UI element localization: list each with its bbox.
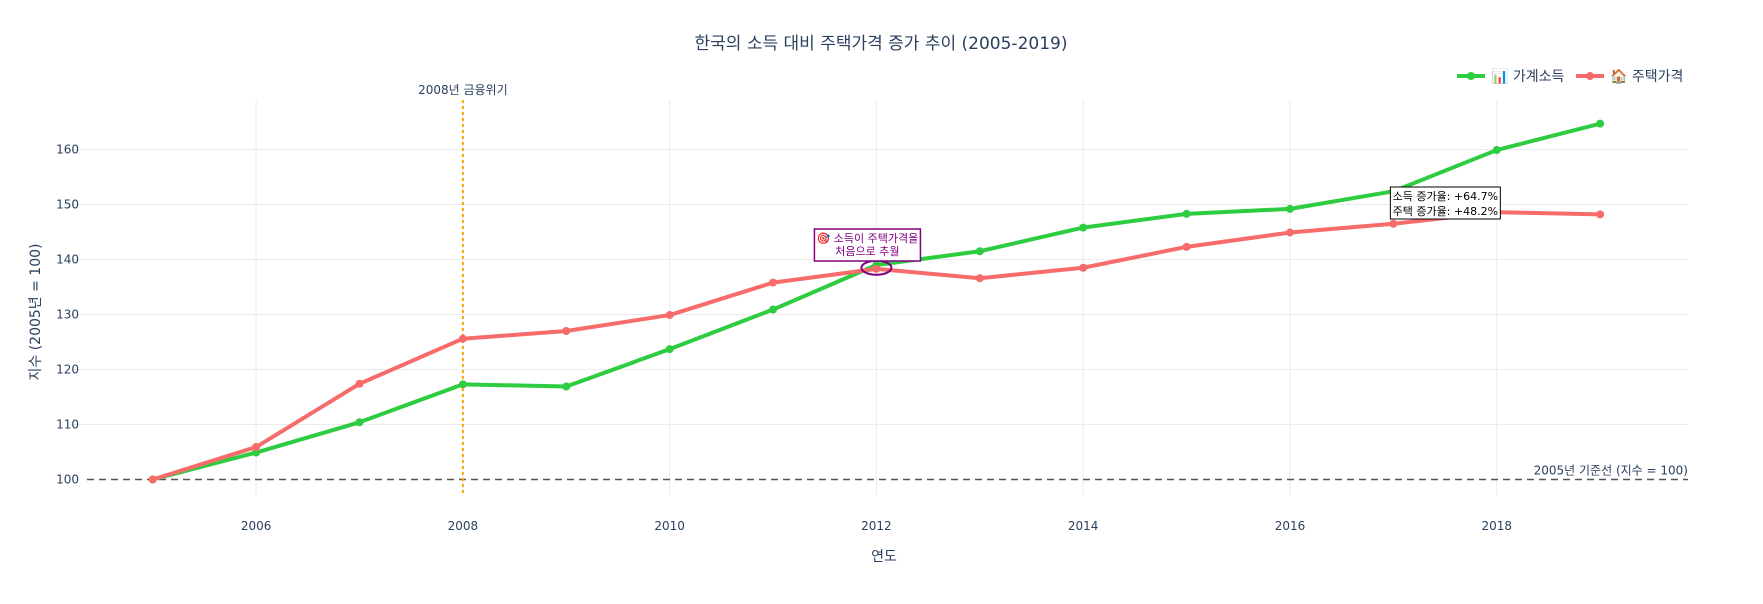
data-point[interactable] [1079, 223, 1088, 232]
y-tick-label: 150 [56, 198, 79, 212]
y-tick-label: 160 [56, 143, 79, 157]
crossover-annotation-box [813, 228, 922, 262]
data-point[interactable] [975, 274, 984, 283]
data-point[interactable] [769, 278, 778, 287]
data-point[interactable] [252, 448, 261, 457]
crossover-annotation-line: 처음으로 추월 [835, 245, 899, 258]
data-point[interactable] [1182, 242, 1191, 251]
growth-annotation-box [1389, 186, 1501, 220]
legend-swatch-marker [1467, 72, 1475, 80]
data-point[interactable] [1182, 209, 1191, 218]
legend-item-0[interactable]: 📊 가계소득 [1457, 68, 1565, 85]
x-tick-label: 2016 [1275, 519, 1306, 533]
crisis-label: 2008년 금융위기 [418, 83, 508, 97]
x-tick-label: 2006 [241, 519, 272, 533]
legend-label: 📊 가계소득 [1491, 68, 1565, 85]
x-tick-label: 2012 [861, 519, 892, 533]
data-point[interactable] [458, 334, 467, 343]
y-tick-label: 100 [56, 473, 79, 487]
data-point[interactable] [1596, 119, 1605, 128]
data-point[interactable] [562, 327, 571, 335]
series-layer [148, 119, 1605, 484]
legend[interactable]: 📊 가계소득 🏠 주택가격 [1457, 68, 1683, 85]
y-tick-label: 120 [56, 363, 79, 377]
data-point[interactable] [975, 247, 984, 256]
data-point[interactable] [1389, 219, 1398, 228]
data-point[interactable] [458, 380, 467, 389]
annotation-layer: 2005년 기준선 (지수 = 100) 2008년 금융위기 🎯 소득이 주택가격… [418, 83, 1688, 478]
baseline-label: 2005년 기준선 (지수 = 100) [1534, 464, 1688, 478]
legend-item-1[interactable]: 🏠 주택가격 [1576, 68, 1683, 85]
axis-ticks: 2006 2008 2010 2012 2014 2016 2018 100 110 120 130… [56, 143, 1512, 534]
growth-annotation-line: 주택 증가율: +48.2% [1393, 205, 1498, 218]
data-point[interactable] [665, 311, 674, 320]
x-tick-label: 2010 [654, 519, 685, 533]
data-point[interactable] [355, 418, 364, 427]
chart-title: 한국의 소득 대비 주택가격 증가 추이 (2005-2019) [695, 34, 1068, 54]
growth-annotation-line: 소득 증가율: +64.7% [1393, 190, 1498, 203]
legend-swatch-marker [1586, 72, 1594, 80]
data-point[interactable] [252, 443, 261, 452]
data-point[interactable] [562, 382, 571, 391]
crossover-annotation-line: 🎯 소득이 주택가격을 [817, 232, 919, 245]
data-point[interactable] [355, 379, 364, 388]
x-tick-label: 2018 [1481, 519, 1512, 533]
data-point[interactable] [1596, 210, 1605, 219]
x-tick-label: 2008 [448, 519, 479, 533]
data-point[interactable] [1079, 263, 1088, 272]
x-tick-label: 2014 [1068, 519, 1099, 533]
y-axis-title: 지수 (2005년 = 100) [28, 244, 44, 381]
data-point[interactable] [148, 475, 157, 484]
y-tick-label: 140 [56, 253, 79, 267]
data-point[interactable] [665, 345, 674, 354]
data-point[interactable] [1492, 146, 1501, 155]
y-tick-label: 130 [56, 308, 79, 322]
data-point[interactable] [769, 305, 778, 314]
data-point[interactable] [1285, 228, 1294, 237]
data-point[interactable] [872, 264, 881, 273]
reference-lines [87, 100, 1688, 496]
legend-label: 🏠 주택가격 [1610, 68, 1683, 85]
data-point[interactable] [1285, 204, 1294, 213]
x-axis-title: 연도 [871, 549, 897, 565]
y-tick-label: 110 [56, 418, 79, 432]
